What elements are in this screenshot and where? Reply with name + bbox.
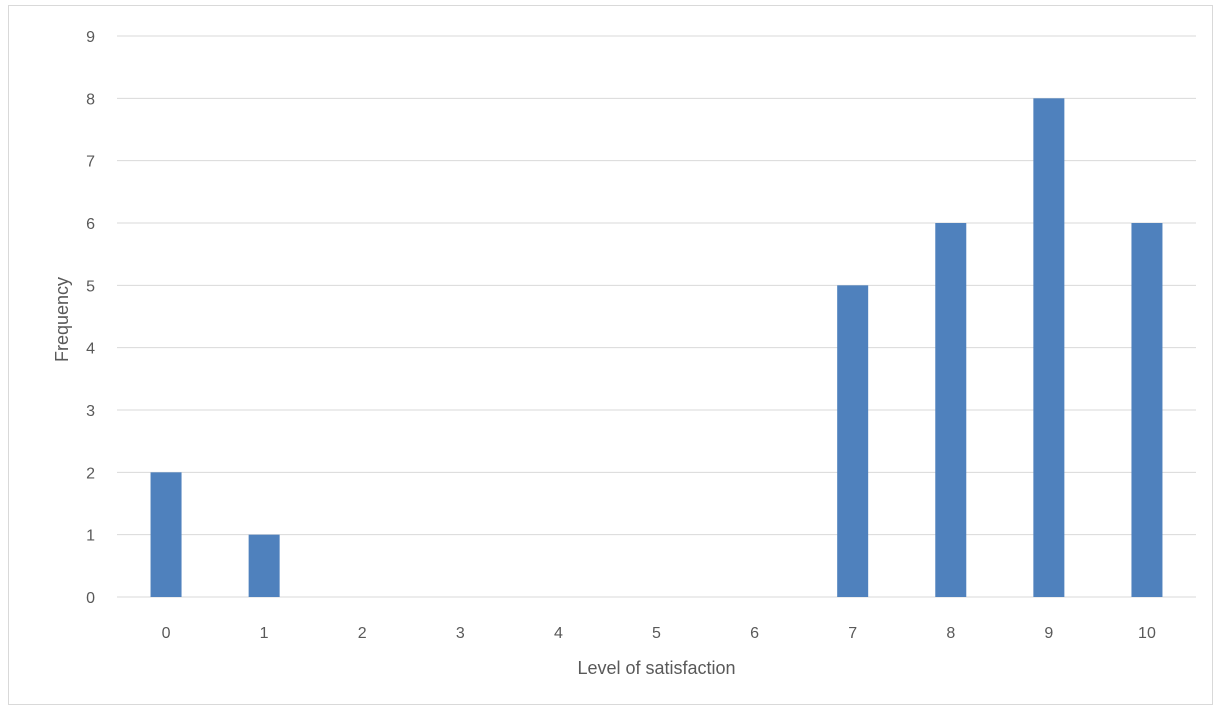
y-tick-label: 3 (86, 403, 95, 420)
y-tick-label: 2 (86, 465, 95, 482)
y-tick-label: 0 (86, 590, 95, 607)
y-axis-title: Frequency (52, 277, 72, 362)
y-tick-label: 8 (86, 91, 95, 108)
x-tick-label: 0 (162, 625, 171, 642)
bar (935, 223, 967, 597)
y-tick-label: 7 (86, 154, 95, 171)
bar (1131, 223, 1163, 597)
x-tick-label: 9 (1044, 625, 1053, 642)
y-tick-label: 6 (86, 216, 95, 233)
bar (150, 472, 182, 597)
chart-frame (8, 5, 1213, 705)
y-tick-labels: 0 1 2 3 4 5 6 7 8 9 (86, 29, 95, 607)
x-tick-label: 10 (1138, 625, 1156, 642)
x-tick-label: 1 (260, 625, 269, 642)
bar (248, 534, 280, 597)
x-tick-label: 2 (358, 625, 367, 642)
x-tick-label: 5 (652, 625, 661, 642)
x-tick-label: 7 (848, 625, 857, 642)
y-tick-label: 5 (86, 278, 95, 295)
bar (1033, 98, 1065, 597)
bars (150, 98, 1163, 597)
y-tick-label: 4 (86, 341, 95, 358)
x-tick-label: 8 (946, 625, 955, 642)
gridlines (117, 35, 1196, 598)
x-tick-label: 4 (554, 625, 563, 642)
bar (837, 285, 869, 597)
x-tick-label: 3 (456, 625, 465, 642)
x-axis-title: Level of satisfaction (577, 658, 735, 678)
y-tick-label: 9 (86, 29, 95, 46)
x-tick-label: 6 (750, 625, 759, 642)
y-tick-label: 1 (86, 528, 95, 545)
x-tick-labels: 0 1 2 3 4 5 6 7 8 9 10 (162, 625, 1156, 642)
